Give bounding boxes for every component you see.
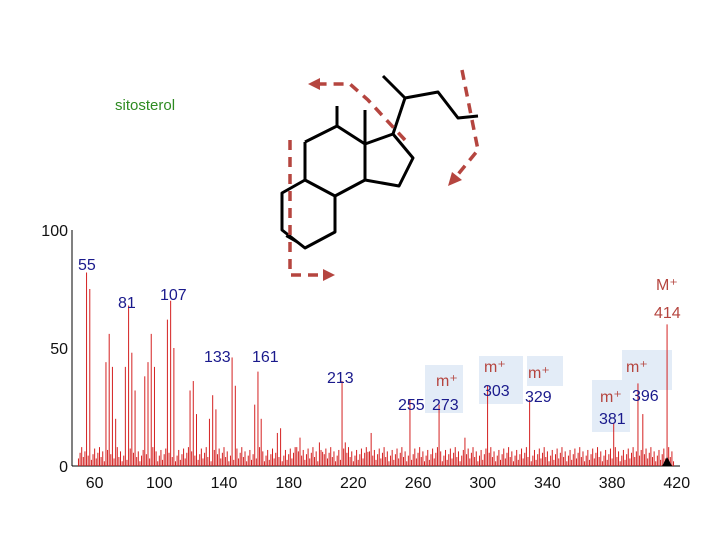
double-bond	[285, 235, 301, 245]
peak-label-381: 381	[599, 411, 626, 428]
peak-label-81: 81	[118, 295, 136, 312]
x-tick-label: 100	[146, 475, 173, 492]
ring-b	[303, 124, 367, 198]
x-tick-label: 140	[211, 475, 238, 492]
x-tick-labels: 60 100 140 180 220 260 300 340 380 420	[86, 475, 690, 492]
x-tick-label: 260	[405, 475, 432, 492]
ring-a	[280, 178, 337, 250]
x-tick-label: 220	[340, 475, 367, 492]
peak-label-255: 255	[398, 397, 425, 414]
x-tick-label: 60	[86, 475, 104, 492]
sitosterol-structure	[280, 74, 479, 250]
x-tick-label: 300	[469, 475, 496, 492]
fragment-ion-label: m⁺	[600, 389, 622, 406]
arrow-left	[288, 140, 325, 277]
peak-label-396: 396	[632, 388, 659, 405]
fragmentation-arrows	[288, 69, 480, 277]
peak-label-133: 133	[204, 349, 231, 366]
arrow-head-right	[448, 172, 462, 186]
fragment-ion-label: m⁺	[484, 359, 506, 376]
x-tick-label: 340	[534, 475, 561, 492]
x-tick-label: 380	[599, 475, 626, 492]
side-chain-2	[404, 90, 479, 120]
peak-label-303: 303	[483, 383, 510, 400]
y-tick-label: 50	[50, 341, 68, 358]
arrow-right	[453, 69, 480, 180]
arrow-head-left	[323, 269, 335, 281]
peaks	[77, 272, 675, 466]
molecular-ion-marker	[662, 457, 673, 466]
peak-label-329: 329	[525, 389, 552, 406]
fragment-ion-label: m⁺	[436, 373, 458, 390]
y-tick-label: 0	[59, 459, 68, 476]
peak-label-414: 414	[654, 305, 681, 322]
arrow-top	[320, 82, 407, 142]
ion-box-381	[592, 380, 630, 432]
peak-label-55: 55	[78, 257, 96, 274]
side-chain-1	[381, 74, 407, 135]
peak-label-161: 161	[252, 349, 279, 366]
ion-box-303	[479, 356, 523, 404]
x-tick-label: 420	[663, 475, 690, 492]
ion-box-396	[622, 350, 672, 390]
y-tick-labels: 0 50 100	[41, 223, 68, 476]
peak-label-273: 273	[432, 397, 459, 414]
ion-annotations: M⁺m⁺m⁺ m⁺m⁺m⁺	[436, 277, 678, 466]
chart-title: sitosterol	[115, 97, 175, 114]
fragment-ion-label: m⁺	[626, 359, 648, 376]
peak-label-213: 213	[327, 370, 354, 387]
ion-box-273	[425, 365, 463, 413]
ring-d	[364, 132, 415, 188]
peak-labels: 55 81 107 133 161 213 255 273 303 329 381 396 414	[78, 257, 681, 428]
arrow-head-top	[308, 78, 320, 90]
arrow-heads	[308, 78, 462, 281]
molecular-ion-label: M⁺	[656, 277, 678, 294]
peak-label-107: 107	[160, 287, 187, 304]
fragment-ion-label: m⁺	[528, 365, 550, 382]
y-tick-label: 100	[41, 223, 68, 240]
ion-box-329	[527, 356, 563, 386]
x-tick-label: 180	[275, 475, 302, 492]
ion-label-boxes	[425, 350, 672, 432]
